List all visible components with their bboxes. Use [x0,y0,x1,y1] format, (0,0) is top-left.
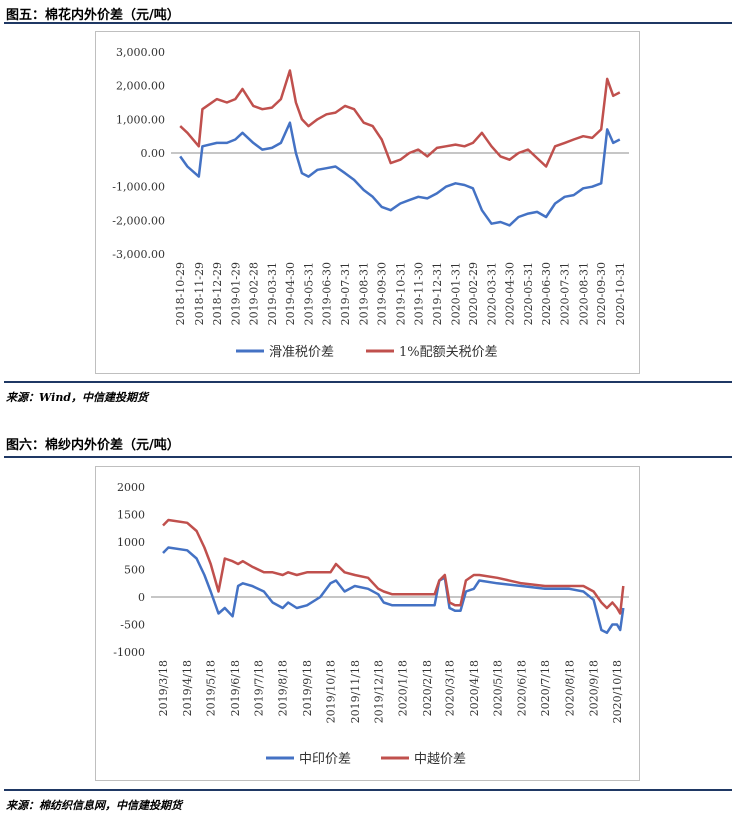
legend-label-2: 中越价差 [414,752,466,767]
x-tick-label: 2019/3/18 [157,660,170,716]
y-tick-label: -1000 [113,646,145,659]
series-line-2 [162,518,625,615]
x-tick-label: 2020-09-30 [595,262,608,325]
x-tick-label: 2020-05-31 [522,262,535,325]
series-line-2 [179,69,621,168]
x-tick-label: 2019/5/18 [205,660,218,716]
x-tick-label: 2018-10-29 [174,262,187,325]
y-tick-label: -2,000.00 [112,214,165,227]
x-tick-label: 2020-03-31 [485,262,498,325]
x-tick-label: 2019/6/18 [229,660,242,716]
x-tick-label: 2019-12-31 [431,262,444,325]
x-tick-label: 2018-11-29 [193,262,206,325]
x-tick-label: 2019-03-31 [266,262,279,325]
figure5-bottom-rule [4,381,732,383]
x-tick-label: 2020/8/18 [563,660,576,716]
x-tick-label: 2020/2/18 [421,660,434,716]
x-tick-label: 2020/9/18 [588,660,601,716]
series-line-1 [162,546,625,635]
y-tick-label: 1500 [117,509,145,522]
x-tick-label: 2019-07-31 [339,262,352,325]
y-tick-label: 500 [124,564,145,577]
x-tick-label: 2019-05-31 [303,262,316,325]
x-tick-label: 2019/9/18 [301,660,314,716]
x-tick-label: 2019-01-29 [229,262,242,325]
x-tick-label: 2019-09-30 [376,262,389,325]
x-tick-label: 2018-12-29 [211,262,224,325]
x-tick-label: 2019/12/18 [372,660,385,723]
y-tick-label: 3,000.00 [116,46,165,59]
figure5-title: 图五：棉花内外价差（元/吨） [6,8,180,23]
figure6-chart-box: 2000 1500 1000 500 0 -500 -1000 2019/3/18 2019/4… [95,466,640,781]
figure6-chart: 2000 1500 1000 500 0 -500 -1000 2019/3/18 2019/4… [113,481,629,767]
x-tick-label: 2020/6/18 [516,660,529,716]
x-tick-label: 2020-02-29 [467,262,480,325]
x-tick-label: 2020-08-31 [577,262,590,325]
x-tick-label: 2020/3/18 [444,660,457,716]
legend-label-1: 滑准税价差 [269,345,334,360]
figure5-chart-box: 3,000.00 2,000.00 1,000.00 0.00 -1,000.00 -2,… [95,31,640,374]
y-tick-label: 2000 [117,481,145,494]
legend-label-1: 中印价差 [299,752,351,767]
y-tick-label: 1,000.00 [116,113,165,126]
x-tick-label: 2019-06-30 [321,262,334,325]
x-tick-label: 2020/1/18 [397,660,410,716]
x-tick-label: 2019/4/18 [181,660,194,716]
y-tick-label: 2,000.00 [116,80,165,93]
x-tick-label: 2020-07-31 [559,262,572,325]
y-tick-label: -3,000.00 [112,248,165,261]
x-tick-label: 2019-11-30 [412,262,425,325]
y-tick-label: -1,000.00 [112,181,165,194]
x-tick-label: 2020/10/18 [611,660,624,723]
y-tick-label: 0.00 [141,147,166,160]
x-tick-label: 2019/7/18 [252,660,265,716]
figure6-bottom-rule [4,789,732,791]
y-tick-label: 1000 [117,536,145,549]
figure6-top-rule [4,456,732,458]
legend-label-2: 1%配额关税价差 [399,345,498,360]
x-tick-label: 2020-04-30 [503,262,516,325]
x-tick-label: 2019-08-31 [358,262,371,325]
x-tick-label: 2020/7/18 [539,660,552,716]
x-tick-label: 2019/11/18 [349,660,362,723]
x-tick-label: 2020/4/18 [468,660,481,716]
x-tick-label: 2020-10-31 [614,262,627,325]
figure6-source: 来源：棉纺织信息网，中信建投期货 [6,799,182,812]
figure5-chart: 3,000.00 2,000.00 1,000.00 0.00 -1,000.00 -2,… [112,46,629,360]
x-tick-label: 2020/5/18 [491,660,504,716]
x-tick-label: 2019/10/18 [324,660,337,723]
x-tick-label: 2019-04-30 [284,262,297,325]
x-tick-label: 2019-02-28 [247,262,260,325]
x-tick-label: 2020-01-31 [449,262,462,325]
figure5-top-rule [4,22,732,24]
x-tick-label: 2019-10-31 [394,262,407,325]
x-tick-label: 2019/8/18 [277,660,290,716]
y-tick-label: -500 [120,619,145,632]
y-tick-label: 0 [138,591,145,604]
figure6-title: 图六：棉纱内外价差（元/吨） [6,438,180,453]
series-line-1 [179,121,621,227]
x-tick-label: 2020-06-30 [540,262,553,325]
figure5-source: 来源：Wind，中信建投期货 [6,391,149,404]
